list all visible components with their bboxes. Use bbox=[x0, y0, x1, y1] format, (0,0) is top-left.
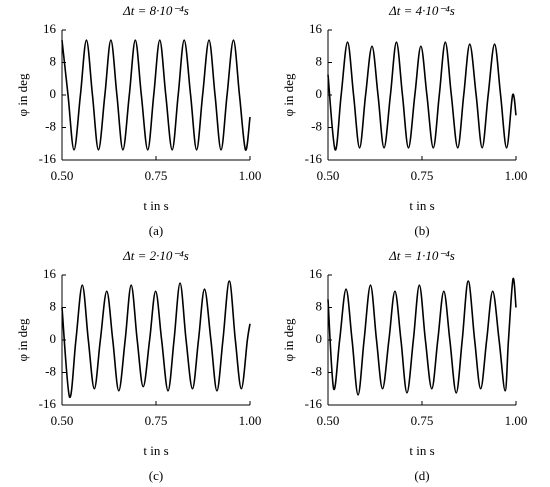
data-line bbox=[327, 41, 517, 151]
y-tick-label: -16 bbox=[39, 151, 57, 166]
y-axis-label: φ in deg bbox=[15, 73, 30, 116]
data-line bbox=[327, 277, 517, 396]
y-tick-label: -16 bbox=[39, 396, 57, 411]
x-tick-label: 0.50 bbox=[51, 168, 74, 183]
y-tick-label: 8 bbox=[316, 298, 323, 313]
y-tick-label: 16 bbox=[43, 21, 57, 36]
y-tick-label: 0 bbox=[316, 86, 323, 101]
chart-panel: Δt = 4·10⁻⁴s 16 8 0 -8 -16 0.50 0.75 1.00 φ in de… bbox=[281, 3, 527, 238]
y-tick-label: 8 bbox=[50, 298, 57, 313]
x-tick-label: 1.00 bbox=[505, 413, 528, 428]
chart-title: Δt = 2·10⁻⁴s bbox=[122, 248, 189, 263]
y-tick-label: 0 bbox=[316, 331, 323, 346]
x-axis-label: t in s bbox=[143, 443, 168, 458]
y-tick-label: -8 bbox=[311, 363, 322, 378]
x-axis-label: t in s bbox=[143, 198, 168, 213]
panel-label: (d) bbox=[414, 468, 429, 483]
x-tick-label: 0.50 bbox=[51, 413, 74, 428]
y-tick-label: -8 bbox=[45, 363, 56, 378]
data-line bbox=[61, 280, 251, 398]
panel-label: (b) bbox=[414, 223, 429, 238]
chart-title: Δt = 8·10⁻⁴s bbox=[122, 3, 189, 18]
chart-panel: Δt = 8·10⁻⁴s 16 8 0 -8 -16 0.50 0.75 1.00 φ in de… bbox=[15, 3, 261, 238]
y-axis-label: φ in deg bbox=[281, 73, 296, 116]
chart-title: Δt = 4·10⁻⁴s bbox=[388, 3, 455, 18]
y-tick-label: -16 bbox=[305, 396, 323, 411]
y-axis-label: φ in deg bbox=[281, 318, 296, 361]
x-tick-label: 1.00 bbox=[505, 168, 528, 183]
x-tick-label: 1.00 bbox=[239, 413, 262, 428]
y-tick-label: 8 bbox=[316, 53, 323, 68]
y-tick-label: 16 bbox=[43, 266, 57, 281]
panel-label: (c) bbox=[149, 468, 163, 483]
y-tick-label: -8 bbox=[311, 118, 322, 133]
y-tick-label: -8 bbox=[45, 118, 56, 133]
data-line bbox=[61, 39, 251, 151]
x-axis-label: t in s bbox=[409, 198, 434, 213]
y-tick-label: -16 bbox=[305, 151, 323, 166]
x-tick-label: 0.75 bbox=[145, 168, 168, 183]
chart-title: Δt = 1·10⁻⁴s bbox=[388, 248, 455, 263]
y-tick-label: 0 bbox=[50, 86, 57, 101]
x-tick-label: 0.50 bbox=[317, 413, 340, 428]
x-axis-label: t in s bbox=[409, 443, 434, 458]
y-tick-label: 0 bbox=[50, 331, 57, 346]
x-tick-label: 0.50 bbox=[317, 168, 340, 183]
y-axis-label: φ in deg bbox=[15, 318, 30, 361]
panel-label: (a) bbox=[149, 223, 163, 238]
y-tick-label: 16 bbox=[309, 21, 323, 36]
x-tick-label: 0.75 bbox=[411, 168, 434, 183]
x-tick-label: 0.75 bbox=[145, 413, 168, 428]
x-tick-label: 0.75 bbox=[411, 413, 434, 428]
x-tick-label: 1.00 bbox=[239, 168, 262, 183]
y-tick-label: 16 bbox=[309, 266, 323, 281]
y-tick-label: 8 bbox=[50, 53, 57, 68]
chart-panel: Δt = 1·10⁻⁴s 16 8 0 -8 -16 0.50 0.75 1.00 φ in de… bbox=[281, 248, 527, 483]
chart-panel: Δt = 2·10⁻⁴s 16 8 0 -8 -16 0.50 0.75 1.00 φ in de… bbox=[15, 248, 261, 483]
